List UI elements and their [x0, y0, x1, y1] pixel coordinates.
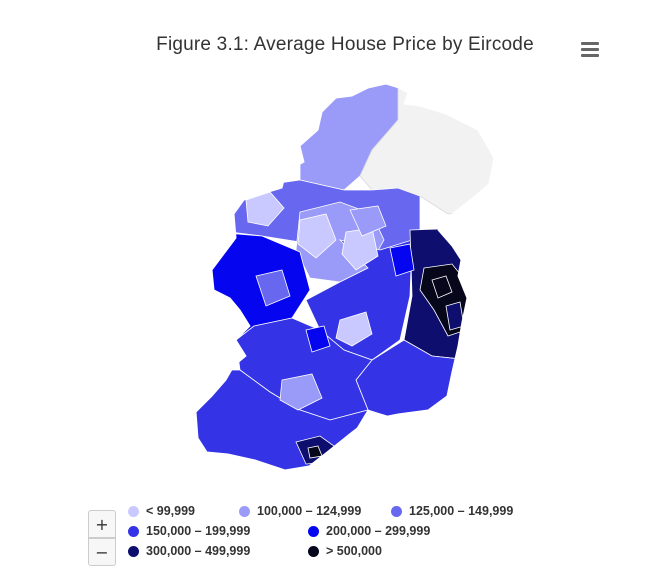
region-patch-dark-dublin [431, 275, 453, 299]
legend-swatch [308, 545, 319, 557]
region-patch-pale-south [279, 373, 323, 411]
region-patch-blue-east [389, 243, 415, 277]
legend-item[interactable]: 200,000 – 299,999 [308, 524, 430, 538]
region-patch-pale-centre [335, 311, 373, 347]
region-patch-blue-centre [305, 325, 331, 353]
island-outline [195, 83, 495, 471]
legend-swatch [128, 525, 139, 537]
legend-item[interactable]: 100,000 – 124,999 [239, 504, 361, 518]
legend-label: 125,000 – 149,999 [409, 504, 514, 518]
legend-swatch [308, 525, 319, 537]
legend-swatch [239, 505, 250, 517]
legend-swatch [128, 545, 139, 557]
legend-label: > 500,000 [326, 544, 382, 558]
region-patch-pale-midland [297, 213, 337, 259]
hamburger-menu-icon[interactable] [577, 37, 603, 61]
legend-label: < 99,999 [146, 504, 196, 518]
region-patch-pale-west [245, 191, 285, 227]
zoom-out-button[interactable]: − [88, 538, 116, 566]
legend-item[interactable]: < 99,999 [128, 504, 195, 518]
legend-swatch [128, 505, 139, 517]
region-patch-mid-west [255, 269, 291, 307]
zoom-in-button[interactable]: + [88, 510, 116, 538]
region-patch-mid-north [349, 205, 387, 237]
legend-label: 200,000 – 299,999 [326, 524, 431, 538]
legend-swatch [391, 505, 402, 517]
legend-label: 150,000 – 199,999 [146, 524, 251, 538]
chart-title: Figure 3.1: Average House Price by Eirco… [156, 34, 534, 55]
legend-item[interactable]: 150,000 – 199,999 [128, 524, 250, 538]
legend-label: 300,000 – 499,999 [146, 544, 251, 558]
legend-item[interactable]: 300,000 – 499,999 [128, 544, 250, 558]
legend-label: 100,000 – 124,999 [257, 504, 362, 518]
legend-item[interactable]: > 500,000 [308, 544, 382, 558]
legend-item[interactable]: 125,000 – 149,999 [391, 504, 513, 518]
